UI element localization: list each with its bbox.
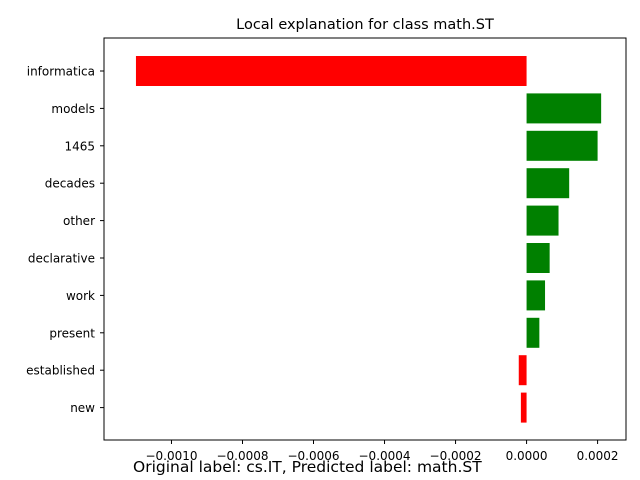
y-tick-label: 1465 <box>64 139 95 153</box>
bar <box>526 93 602 124</box>
y-tick-label: present <box>49 326 95 340</box>
x-tick-label: −0.0006 <box>287 449 339 463</box>
y-tick-label: declarative <box>28 252 95 266</box>
x-tick-label: −0.0008 <box>216 449 268 463</box>
bar <box>526 205 559 236</box>
y-tick-label: new <box>70 401 95 415</box>
x-tick-label: −0.0002 <box>430 449 482 463</box>
bar <box>135 56 527 86</box>
x-tick-label: −0.0004 <box>359 449 411 463</box>
bar <box>526 130 598 161</box>
y-tick-label: work <box>66 289 95 303</box>
x-tick-label: 0.0002 <box>577 449 619 463</box>
bar <box>526 168 570 199</box>
y-tick-label: models <box>51 102 95 116</box>
prediction-caption: Original label: cs.IT, Predicted label: … <box>133 458 482 476</box>
x-tick-label: −0.0010 <box>145 449 197 463</box>
bar <box>526 243 550 273</box>
y-tick-label: established <box>26 364 95 378</box>
chart-title: Local explanation for class math.ST <box>236 17 494 33</box>
axes-frame <box>103 37 627 441</box>
x-tick-label: 0.0000 <box>506 449 548 463</box>
bar <box>518 355 527 386</box>
bar <box>526 280 546 311</box>
y-tick-label: informatica <box>27 65 95 79</box>
bar <box>526 317 540 348</box>
plot-area: informatica models 1465 decades other declara… <box>26 56 619 463</box>
y-tick-label: decades <box>45 177 95 191</box>
y-tick-label: other <box>63 214 95 228</box>
bar <box>520 392 527 423</box>
